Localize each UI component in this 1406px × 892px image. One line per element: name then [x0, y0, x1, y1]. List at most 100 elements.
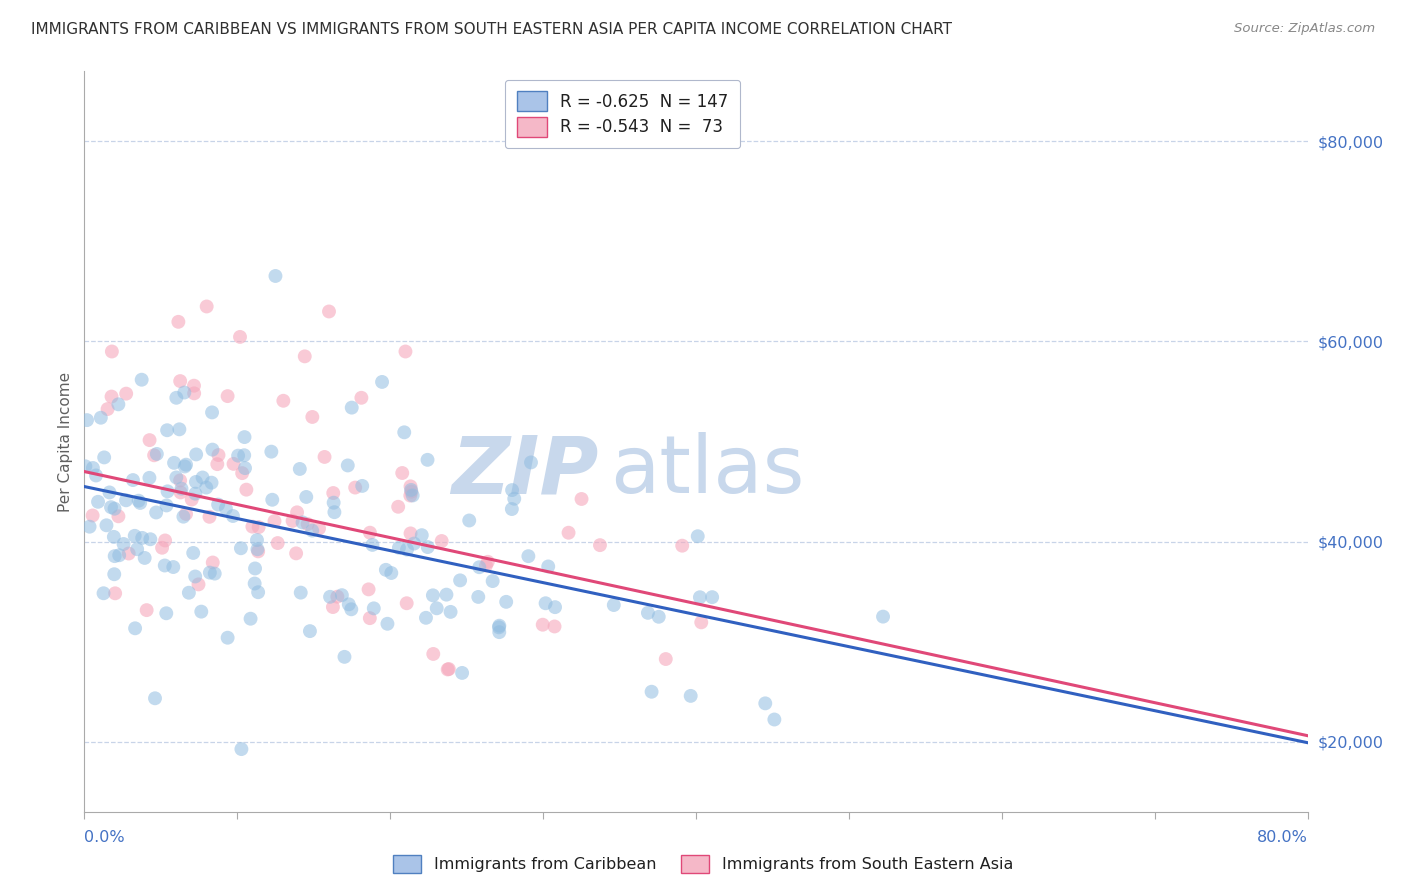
- Point: [153, 533, 176, 548]
- Point: [411, 528, 433, 542]
- Point: [173, 459, 195, 474]
- Point: [399, 526, 422, 541]
- Point: [190, 605, 212, 619]
- Point: [294, 349, 316, 363]
- Point: [169, 422, 191, 436]
- Point: [399, 479, 422, 493]
- Point: [477, 555, 499, 569]
- Text: atlas: atlas: [610, 432, 804, 510]
- Point: [439, 605, 461, 619]
- Point: [76, 413, 98, 427]
- Point: [363, 601, 385, 615]
- Y-axis label: Per Capita Income: Per Capita Income: [58, 371, 73, 512]
- Point: [689, 591, 711, 605]
- Point: [467, 590, 489, 604]
- Point: [82, 461, 104, 475]
- Point: [167, 315, 190, 329]
- Point: [215, 501, 238, 516]
- Point: [112, 537, 135, 551]
- Point: [754, 697, 776, 711]
- Point: [357, 582, 380, 597]
- Point: [139, 533, 162, 547]
- Point: [637, 606, 659, 620]
- Point: [430, 534, 453, 549]
- Point: [143, 448, 166, 462]
- Point: [503, 491, 526, 506]
- Point: [359, 611, 381, 625]
- Point: [648, 609, 671, 624]
- Point: [301, 409, 323, 424]
- Point: [686, 529, 709, 543]
- Point: [134, 550, 156, 565]
- Point: [330, 588, 353, 602]
- Text: ZIP: ZIP: [451, 432, 598, 510]
- Point: [222, 508, 245, 523]
- Point: [201, 405, 224, 419]
- Point: [243, 561, 266, 575]
- Point: [531, 617, 554, 632]
- Point: [100, 500, 122, 515]
- Point: [399, 483, 422, 497]
- Point: [128, 493, 150, 508]
- Point: [87, 495, 110, 509]
- Point: [226, 449, 249, 463]
- Point: [233, 430, 256, 444]
- Point: [184, 569, 207, 583]
- Point: [344, 481, 367, 495]
- Point: [285, 505, 308, 519]
- Point: [115, 386, 138, 401]
- Point: [183, 378, 205, 392]
- Point: [233, 448, 256, 462]
- Point: [131, 531, 153, 545]
- Point: [156, 423, 179, 437]
- Point: [333, 649, 356, 664]
- Legend: Immigrants from Caribbean, Immigrants from South Eastern Asia: Immigrants from Caribbean, Immigrants fr…: [387, 848, 1019, 880]
- Point: [93, 586, 115, 600]
- Point: [537, 559, 560, 574]
- Point: [173, 385, 195, 400]
- Point: [322, 496, 344, 510]
- Point: [169, 485, 191, 500]
- Point: [273, 393, 295, 408]
- Point: [165, 391, 187, 405]
- Point: [451, 665, 474, 680]
- Point: [520, 455, 543, 469]
- Point: [195, 300, 218, 314]
- Point: [124, 621, 146, 635]
- Point: [231, 466, 253, 480]
- Point: [589, 538, 612, 552]
- Point: [103, 567, 125, 582]
- Point: [235, 483, 257, 497]
- Point: [153, 558, 176, 573]
- Text: 80.0%: 80.0%: [1257, 830, 1308, 846]
- Point: [101, 344, 124, 359]
- Point: [557, 525, 579, 540]
- Text: IMMIGRANTS FROM CARIBBEAN VS IMMIGRANTS FROM SOUTH EASTERN ASIA PER CAPITA INCOM: IMMIGRANTS FROM CARIBBEAN VS IMMIGRANTS …: [31, 22, 952, 37]
- Point: [301, 524, 323, 538]
- Point: [319, 590, 342, 604]
- Point: [603, 598, 626, 612]
- Point: [640, 684, 662, 698]
- Point: [422, 588, 444, 602]
- Point: [135, 603, 157, 617]
- Legend: R = -0.625  N = 147, R = -0.543  N =  73: R = -0.625 N = 147, R = -0.543 N = 73: [505, 79, 740, 148]
- Point: [201, 442, 224, 457]
- Point: [340, 602, 363, 616]
- Point: [336, 458, 359, 473]
- Point: [184, 475, 207, 489]
- Point: [207, 498, 229, 512]
- Point: [174, 458, 197, 472]
- Point: [177, 585, 200, 599]
- Point: [107, 397, 129, 411]
- Point: [75, 459, 97, 474]
- Point: [323, 505, 346, 519]
- Point: [543, 619, 565, 633]
- Point: [501, 502, 523, 516]
- Point: [103, 501, 125, 516]
- Point: [104, 549, 127, 563]
- Point: [288, 462, 311, 476]
- Point: [322, 600, 344, 615]
- Point: [290, 585, 312, 599]
- Point: [131, 373, 153, 387]
- Point: [690, 615, 713, 630]
